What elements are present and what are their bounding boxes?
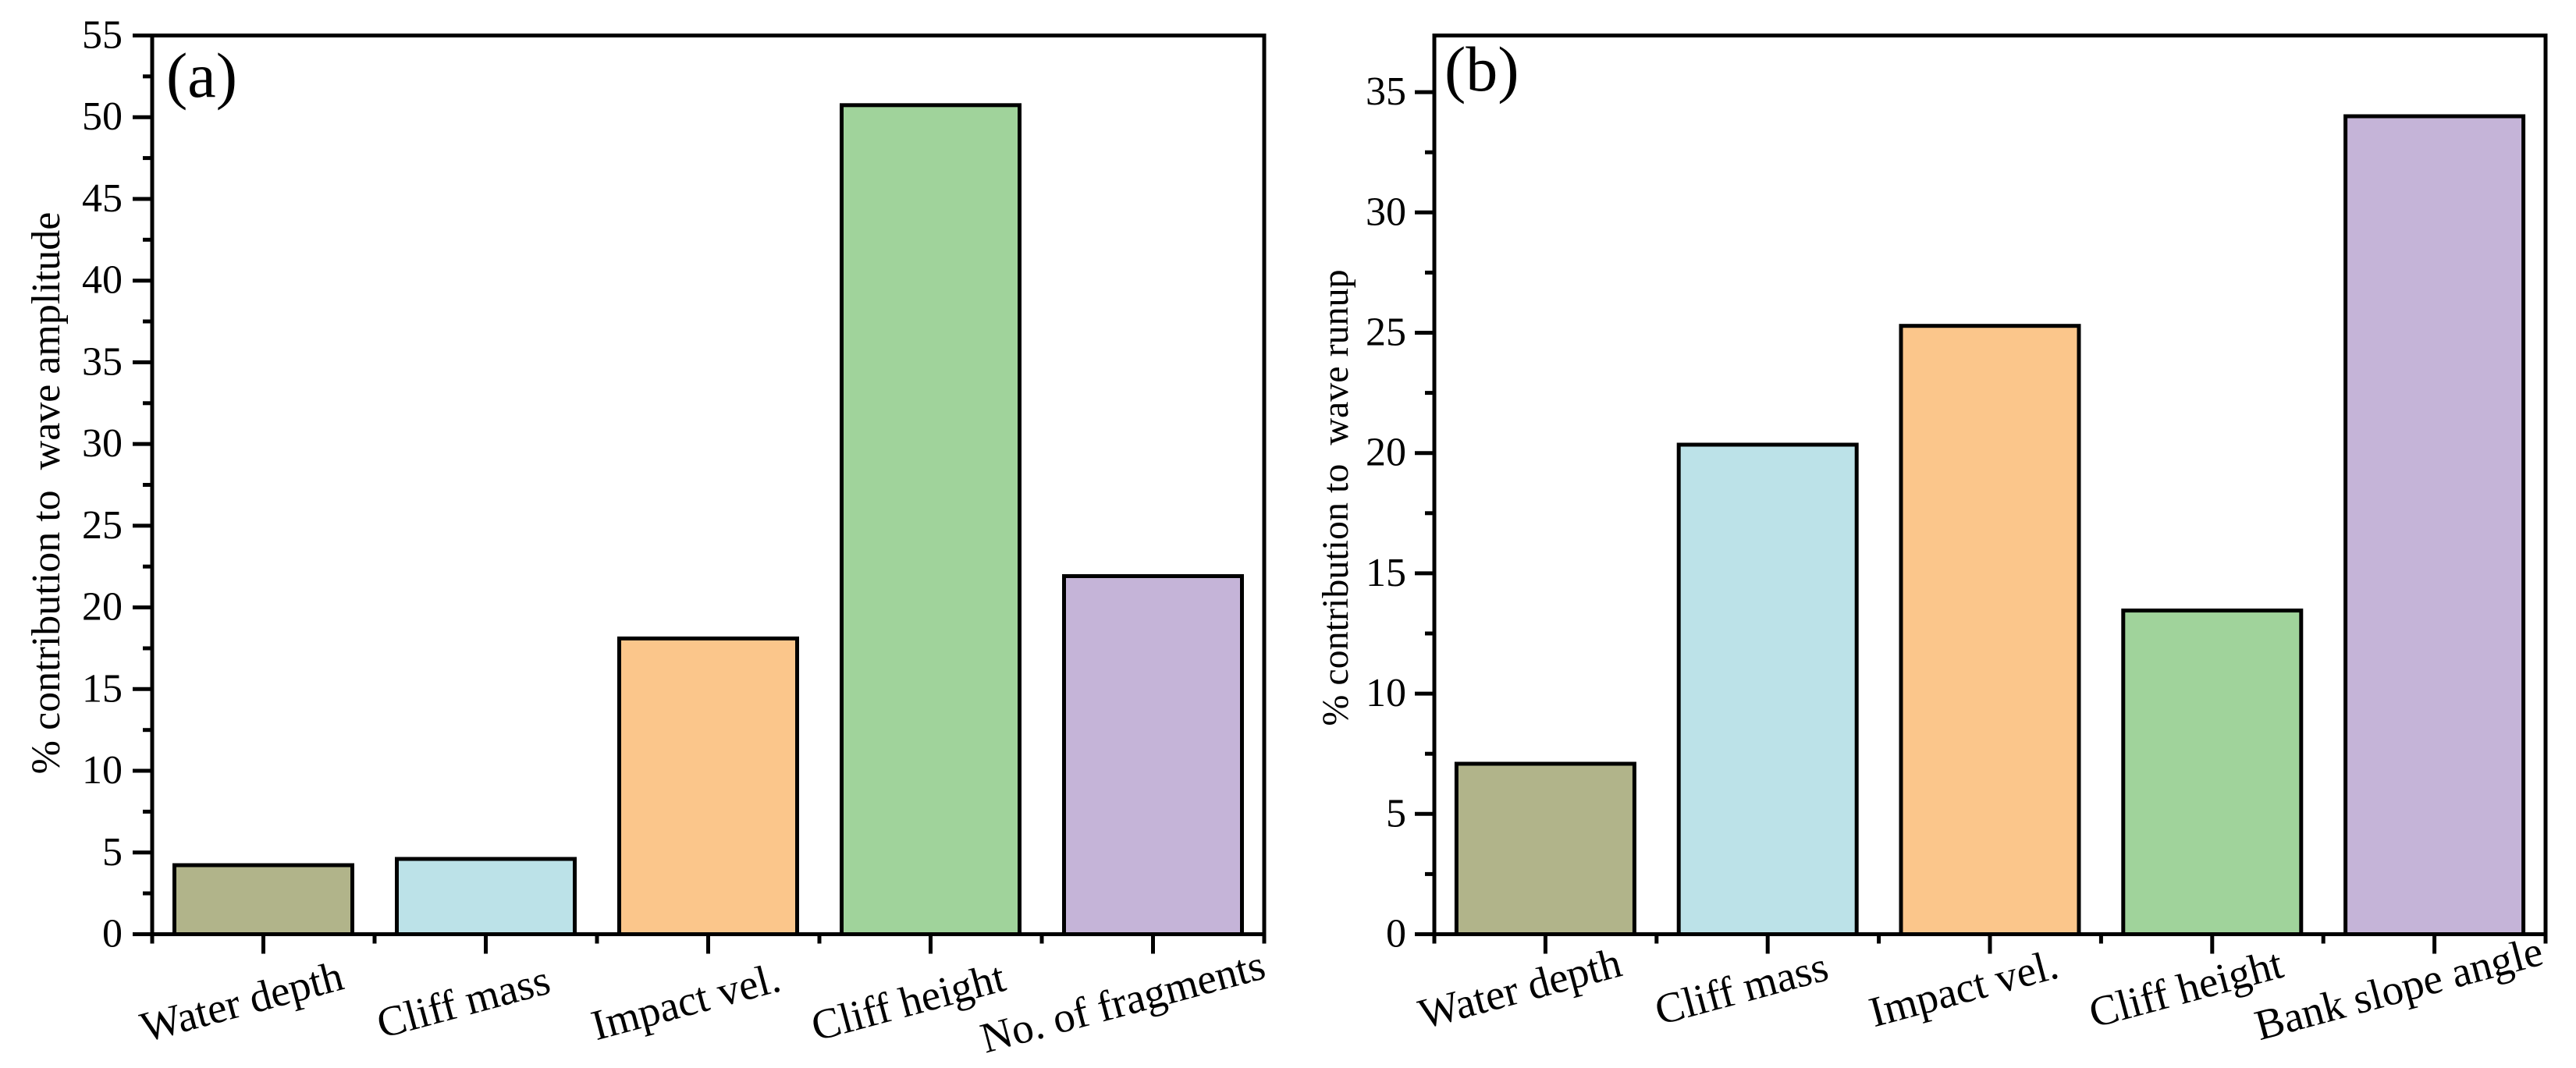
svg-text:Water depth: Water depth [1413, 938, 1626, 1038]
svg-text:Impact vel.: Impact vel. [1864, 940, 2063, 1036]
svg-text:5: 5 [1386, 791, 1406, 836]
svg-text:15: 15 [1366, 551, 1406, 595]
svg-text:40: 40 [82, 258, 123, 303]
svg-text:0: 0 [102, 912, 123, 956]
svg-text:55: 55 [82, 13, 123, 58]
svg-text:Bank slope angle: Bank slope angle [2250, 927, 2548, 1049]
svg-text:45: 45 [82, 176, 123, 221]
svg-text:Cliff mass: Cliff mass [1650, 942, 1833, 1034]
svg-text:20: 20 [1366, 431, 1406, 475]
svg-text:25: 25 [82, 503, 123, 548]
svg-text:10: 10 [82, 748, 123, 793]
svg-text:% contribution to wave runup: % contribution to wave runup [1315, 269, 1356, 726]
svg-text:% contribution to wave amplit: % contribution to wave amplitude [24, 212, 69, 775]
svg-text:(a): (a) [166, 40, 237, 111]
svg-text:20: 20 [82, 585, 123, 630]
svg-text:35: 35 [1366, 69, 1406, 114]
svg-text:30: 30 [1366, 190, 1406, 234]
svg-text:15: 15 [82, 666, 123, 711]
svg-text:50: 50 [82, 94, 123, 139]
svg-text:Cliff mass: Cliff mass [371, 956, 555, 1048]
svg-text:5: 5 [102, 830, 123, 875]
svg-text:35: 35 [82, 339, 123, 384]
svg-text:10: 10 [1366, 671, 1406, 715]
svg-text:Impact vel.: Impact vel. [586, 953, 785, 1049]
svg-text:No. of fragments: No. of fragments [975, 941, 1270, 1063]
svg-text:Cliff height: Cliff height [806, 953, 1010, 1050]
svg-text:Water depth: Water depth [135, 952, 348, 1052]
svg-text:(b): (b) [1444, 34, 1519, 105]
svg-text:30: 30 [82, 421, 123, 466]
svg-text:0: 0 [1386, 912, 1406, 956]
svg-text:25: 25 [1366, 310, 1406, 355]
